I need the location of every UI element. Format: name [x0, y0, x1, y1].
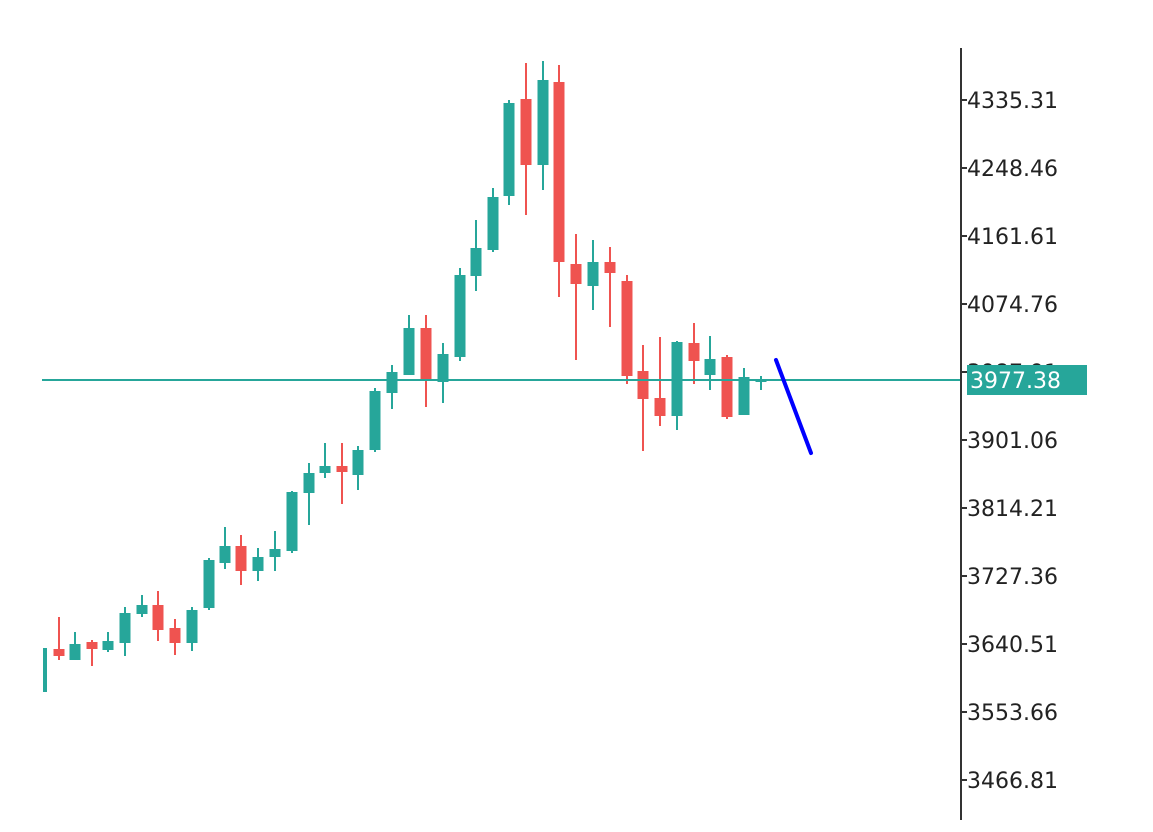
candles-group [43, 61, 767, 692]
candle-body [102, 641, 114, 650]
candle-body [186, 610, 198, 643]
candle [86, 640, 98, 666]
candle-body [420, 328, 432, 380]
current-price-tag: 3977.38 [967, 365, 1087, 395]
candle [269, 531, 281, 571]
candle [721, 355, 733, 419]
candle [553, 65, 565, 297]
price-tick-label: 3640.51 [967, 633, 1058, 658]
candle [319, 443, 331, 478]
candle [454, 268, 466, 361]
candle-body [470, 248, 482, 276]
price-tick-label: 4335.31 [967, 89, 1058, 114]
candle [386, 365, 398, 409]
candle [637, 345, 649, 451]
price-tick-label: 3814.21 [967, 497, 1058, 522]
price-tick-label: 3727.36 [967, 565, 1058, 590]
candle-body [319, 466, 331, 473]
candle [219, 527, 231, 569]
candle-body [235, 546, 247, 571]
candle-body [336, 466, 348, 472]
price-tick-label: 4161.61 [967, 225, 1058, 250]
candle-body [738, 377, 750, 415]
price-tick-label: 3553.66 [967, 701, 1058, 726]
candle [186, 607, 198, 651]
candle [369, 388, 381, 452]
candle [102, 632, 114, 652]
price-tick-label: 4074.76 [967, 293, 1058, 318]
candle-body [437, 354, 449, 382]
candle [286, 491, 298, 553]
price-tick-label: 4248.46 [967, 157, 1058, 182]
candle [53, 617, 65, 660]
candle [403, 315, 415, 375]
candle-body [43, 648, 47, 692]
candle-body [152, 605, 164, 630]
candle-body [403, 328, 415, 375]
candle-body [252, 557, 264, 571]
candle [621, 275, 633, 384]
candle-body [203, 560, 215, 608]
candle-body [570, 264, 582, 284]
annotation-trend-line [774, 358, 813, 455]
candle [570, 234, 582, 360]
candle-body [621, 281, 633, 376]
current-price-tag-background [967, 365, 1087, 395]
candle [420, 315, 432, 407]
candle-body [721, 357, 733, 417]
candle [503, 100, 515, 205]
candle [654, 337, 666, 426]
candle-body [169, 628, 181, 643]
candle-body [53, 649, 65, 656]
candle-body [654, 398, 666, 416]
candle-body [553, 82, 565, 262]
candle-body [487, 197, 499, 250]
candle [235, 535, 247, 585]
candle [520, 63, 532, 215]
candle [487, 188, 499, 252]
candle-body [219, 546, 231, 563]
candle-body [637, 371, 649, 399]
candle-body [604, 262, 616, 273]
candle [604, 247, 616, 327]
candle [252, 548, 264, 581]
current-price-label: 3977.38 [970, 369, 1061, 394]
candle-body [352, 450, 364, 475]
candle [303, 463, 315, 525]
candle-body [269, 549, 281, 557]
price-tick-label: 3901.06 [967, 429, 1058, 454]
candle-body [86, 642, 98, 649]
candle [43, 648, 47, 692]
candle-body [587, 262, 599, 286]
candle [688, 323, 700, 384]
candle-body [454, 275, 466, 357]
candle [537, 61, 549, 190]
candle-body [704, 359, 716, 375]
candle-body [520, 99, 532, 165]
candle [437, 343, 449, 403]
candle [203, 558, 215, 610]
candle-body [503, 103, 515, 196]
candle-body [303, 473, 315, 493]
candle [738, 368, 750, 415]
candle-body [386, 372, 398, 393]
candle [336, 443, 348, 504]
candle [352, 446, 364, 490]
candle-body [136, 605, 148, 614]
candle [152, 591, 164, 641]
candle [136, 595, 148, 617]
candle-body [286, 492, 298, 551]
candle [69, 632, 81, 660]
candle [470, 220, 482, 291]
candle-body [369, 391, 381, 450]
price-tick-label: 3466.81 [967, 769, 1058, 794]
candle [169, 619, 181, 655]
candle [119, 607, 131, 656]
candle-body [119, 613, 131, 643]
candle-body [688, 343, 700, 361]
candle [587, 240, 599, 310]
candle-body [69, 644, 81, 660]
candle-body [537, 80, 549, 165]
